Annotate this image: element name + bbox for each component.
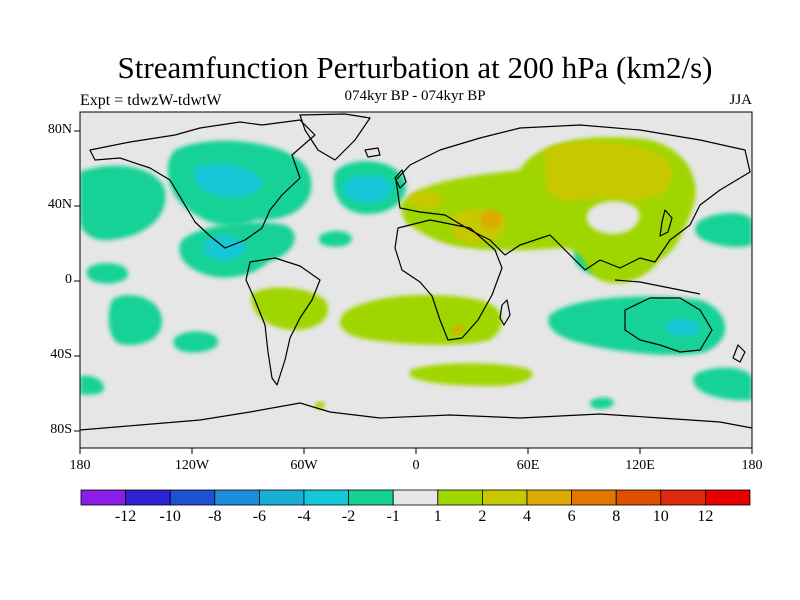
colorbar-label: -4: [297, 508, 311, 525]
neg-region-far-west-south: [80, 375, 104, 395]
colorbar-label: -10: [159, 508, 181, 525]
pos-region-south-america: [251, 287, 329, 330]
coast-africa: [394, 219, 503, 341]
colorbar-swatch: [303, 489, 349, 506]
coast-indonesia: [614, 279, 701, 295]
pos-core-siberia: [545, 141, 673, 202]
neutral-hole-tibet: [586, 201, 640, 235]
colorbar-swatch: [258, 489, 305, 506]
neg-region-north-pacific: [80, 165, 166, 241]
pos-core-europe: [408, 190, 443, 209]
lon-label-180e: 180: [741, 458, 763, 473]
neg-region-east-pacific-equator: [86, 263, 129, 284]
colorbar-label: -6: [252, 508, 267, 525]
colorbar-swatch: [526, 489, 572, 506]
neg-region-mid-atlantic: [318, 230, 352, 247]
lat-label-80s: 80S: [50, 422, 72, 437]
coast-south-america: [245, 257, 321, 386]
neg-region-south-pacific-small: [173, 331, 219, 353]
colorbar-swatch: [169, 489, 216, 506]
field-layer: [80, 113, 752, 431]
colorbar-label: -2: [341, 508, 356, 525]
neg-region-far-east-south: [693, 367, 752, 401]
lat-label-40n: 40N: [47, 197, 72, 212]
colorbar-swatch: [80, 489, 126, 506]
colorbar-label: -8: [208, 508, 222, 525]
coast-eurasia: [395, 124, 751, 271]
colorbar-label: -1: [386, 508, 400, 525]
lat-label-equator: 0: [65, 272, 72, 287]
colorbar-swatch: [615, 489, 662, 506]
pos-max-arabia: [480, 210, 503, 229]
colorbar-swatch: [660, 489, 706, 506]
pos-spot-south-atlantic: [452, 325, 464, 334]
colorbar-swatch: [348, 489, 394, 506]
coast-british-isles: [394, 169, 407, 189]
lon-label-60w: 60W: [290, 458, 318, 473]
neg-region-australia: [548, 296, 726, 355]
colorbar-label: 10: [652, 508, 669, 525]
neg-region-west-pacific: [695, 213, 752, 248]
lon-label-120w: 120W: [174, 458, 210, 473]
colorbar-label: 8: [612, 508, 621, 525]
colorbar-swatch: [392, 489, 439, 506]
colorbar-swatch: [214, 489, 260, 506]
colorbar-label: 1: [433, 508, 442, 525]
colorbar-swatch: [481, 489, 528, 506]
colorbar-label: 2: [478, 508, 487, 525]
coast-japan: [659, 209, 673, 237]
pos-region-kerguelen: [315, 401, 325, 409]
coast-north-america: [89, 119, 316, 249]
coast-australia: [624, 297, 713, 353]
period-subtitle: 074kyr BP - 074kyr BP: [344, 88, 486, 104]
lon-label-0: 0: [412, 458, 420, 473]
lon-label-180w: 180: [69, 458, 91, 473]
neg-core-north-atlantic: [343, 174, 393, 203]
pos-region-southern-atlantic-band: [410, 363, 533, 386]
neg-region-southern-ocean: [589, 397, 614, 409]
neg-core-north-america: [193, 164, 263, 197]
lat-label-80n: 80N: [47, 122, 72, 137]
colorbar-swatch: [125, 489, 171, 506]
season-label: JJA: [729, 92, 752, 108]
colorbar-label: -12: [114, 508, 137, 525]
colorbar: [80, 489, 751, 506]
lat-label-40s: 40S: [50, 347, 72, 362]
colorbar-swatch: [571, 489, 617, 506]
chart-title: Streamfunction Perturbation at 200 hPa (…: [117, 50, 713, 85]
neg-region-south-pacific: [108, 295, 163, 345]
lon-label-60e: 60E: [516, 458, 540, 473]
lon-label-120e: 120E: [625, 458, 655, 473]
coast-new-zealand: [732, 344, 746, 363]
colorbar-swatch: [705, 489, 751, 506]
colorbar-label: 12: [697, 508, 714, 525]
colorbar-swatch: [437, 489, 483, 506]
axis-ticks: [74, 130, 753, 454]
coast-iceland: [364, 147, 381, 158]
neg-core-australia: [666, 318, 701, 337]
experiment-label: Expt = tdwzW-tdwtW: [80, 92, 222, 109]
coast-greenland: [299, 113, 371, 161]
colorbar-label: 6: [567, 508, 576, 525]
coast-antarctica: [80, 402, 752, 431]
colorbar-label: 4: [523, 508, 531, 525]
coastlines: [80, 113, 752, 431]
coast-madagascar: [499, 299, 511, 326]
